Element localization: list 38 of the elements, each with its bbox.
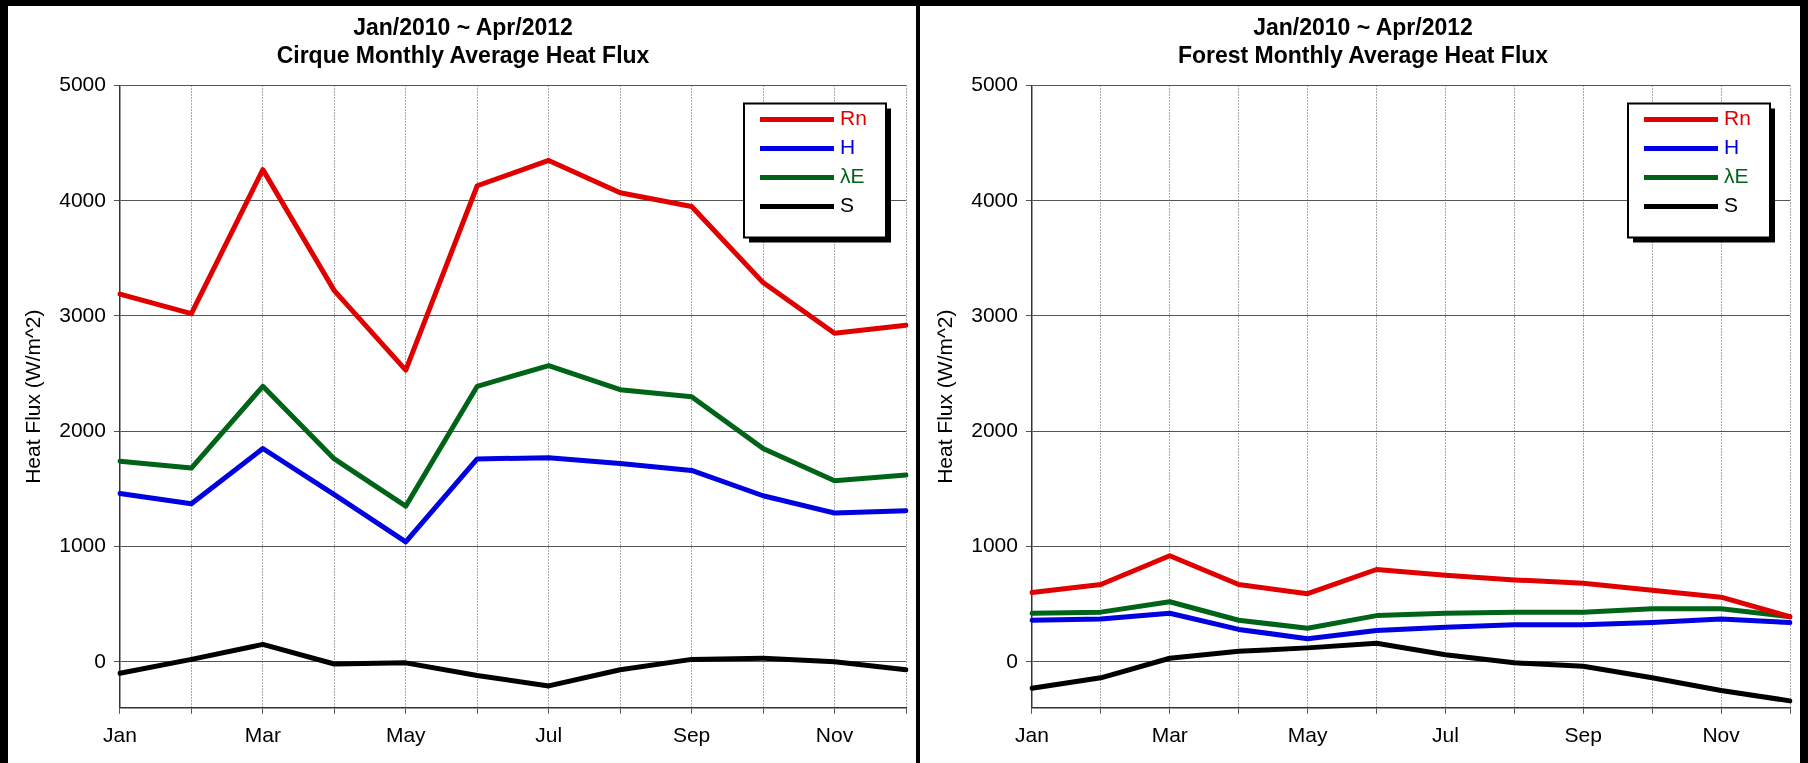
chart-subtitle: Cirque Monthly Average Heat Flux bbox=[276, 42, 650, 69]
legend-label: H bbox=[840, 135, 856, 159]
y-tick-label: 3000 bbox=[971, 302, 1018, 326]
legend-label: λE bbox=[840, 164, 865, 188]
y-tick-label: 1000 bbox=[971, 533, 1018, 557]
legend-label: S bbox=[840, 193, 855, 217]
y-axis-title: Heat Flux (W/m^2) bbox=[933, 309, 957, 484]
x-tick-label: Sep bbox=[1564, 723, 1602, 747]
y-tick-label: 5000 bbox=[59, 72, 106, 96]
chart-title: Jan/2010 ~ Apr/2012 bbox=[1253, 13, 1473, 40]
x-tick-label: Jan bbox=[102, 723, 137, 747]
y-tick-label: 2000 bbox=[971, 418, 1018, 442]
y-tick-label: 4000 bbox=[971, 187, 1018, 211]
legend-label: H bbox=[1724, 135, 1740, 159]
legend-label: λE bbox=[1724, 164, 1749, 188]
legend-label: S bbox=[1724, 193, 1739, 217]
y-tick-label: 0 bbox=[1006, 648, 1018, 672]
x-tick-label: Mar bbox=[244, 723, 281, 747]
y-axis-title: Heat Flux (W/m^2) bbox=[21, 309, 45, 484]
x-tick-label: Nov bbox=[815, 723, 854, 747]
y-tick-label: 0 bbox=[94, 648, 106, 672]
x-tick-label: Nov bbox=[1702, 723, 1741, 747]
y-tick-label: 2000 bbox=[59, 418, 106, 442]
legend-label: Rn bbox=[840, 106, 867, 130]
x-tick-label: Sep bbox=[672, 723, 711, 747]
x-tick-label: Jan bbox=[1014, 723, 1049, 747]
x-tick-label: May bbox=[1287, 723, 1328, 747]
x-tick-label: Mar bbox=[1151, 723, 1188, 747]
x-tick-label: May bbox=[385, 723, 427, 747]
y-tick-label: 5000 bbox=[971, 72, 1018, 96]
x-tick-label: Jul bbox=[1431, 723, 1459, 747]
y-tick-label: 1000 bbox=[59, 533, 106, 557]
y-tick-label: 3000 bbox=[59, 302, 106, 326]
legend-label: Rn bbox=[1724, 106, 1751, 130]
chart-title: Jan/2010 ~ Apr/2012 bbox=[353, 13, 573, 40]
chart-subtitle: Forest Monthly Average Heat Flux bbox=[1177, 42, 1549, 69]
y-tick-label: 4000 bbox=[59, 187, 106, 211]
x-tick-label: Jul bbox=[535, 723, 563, 747]
